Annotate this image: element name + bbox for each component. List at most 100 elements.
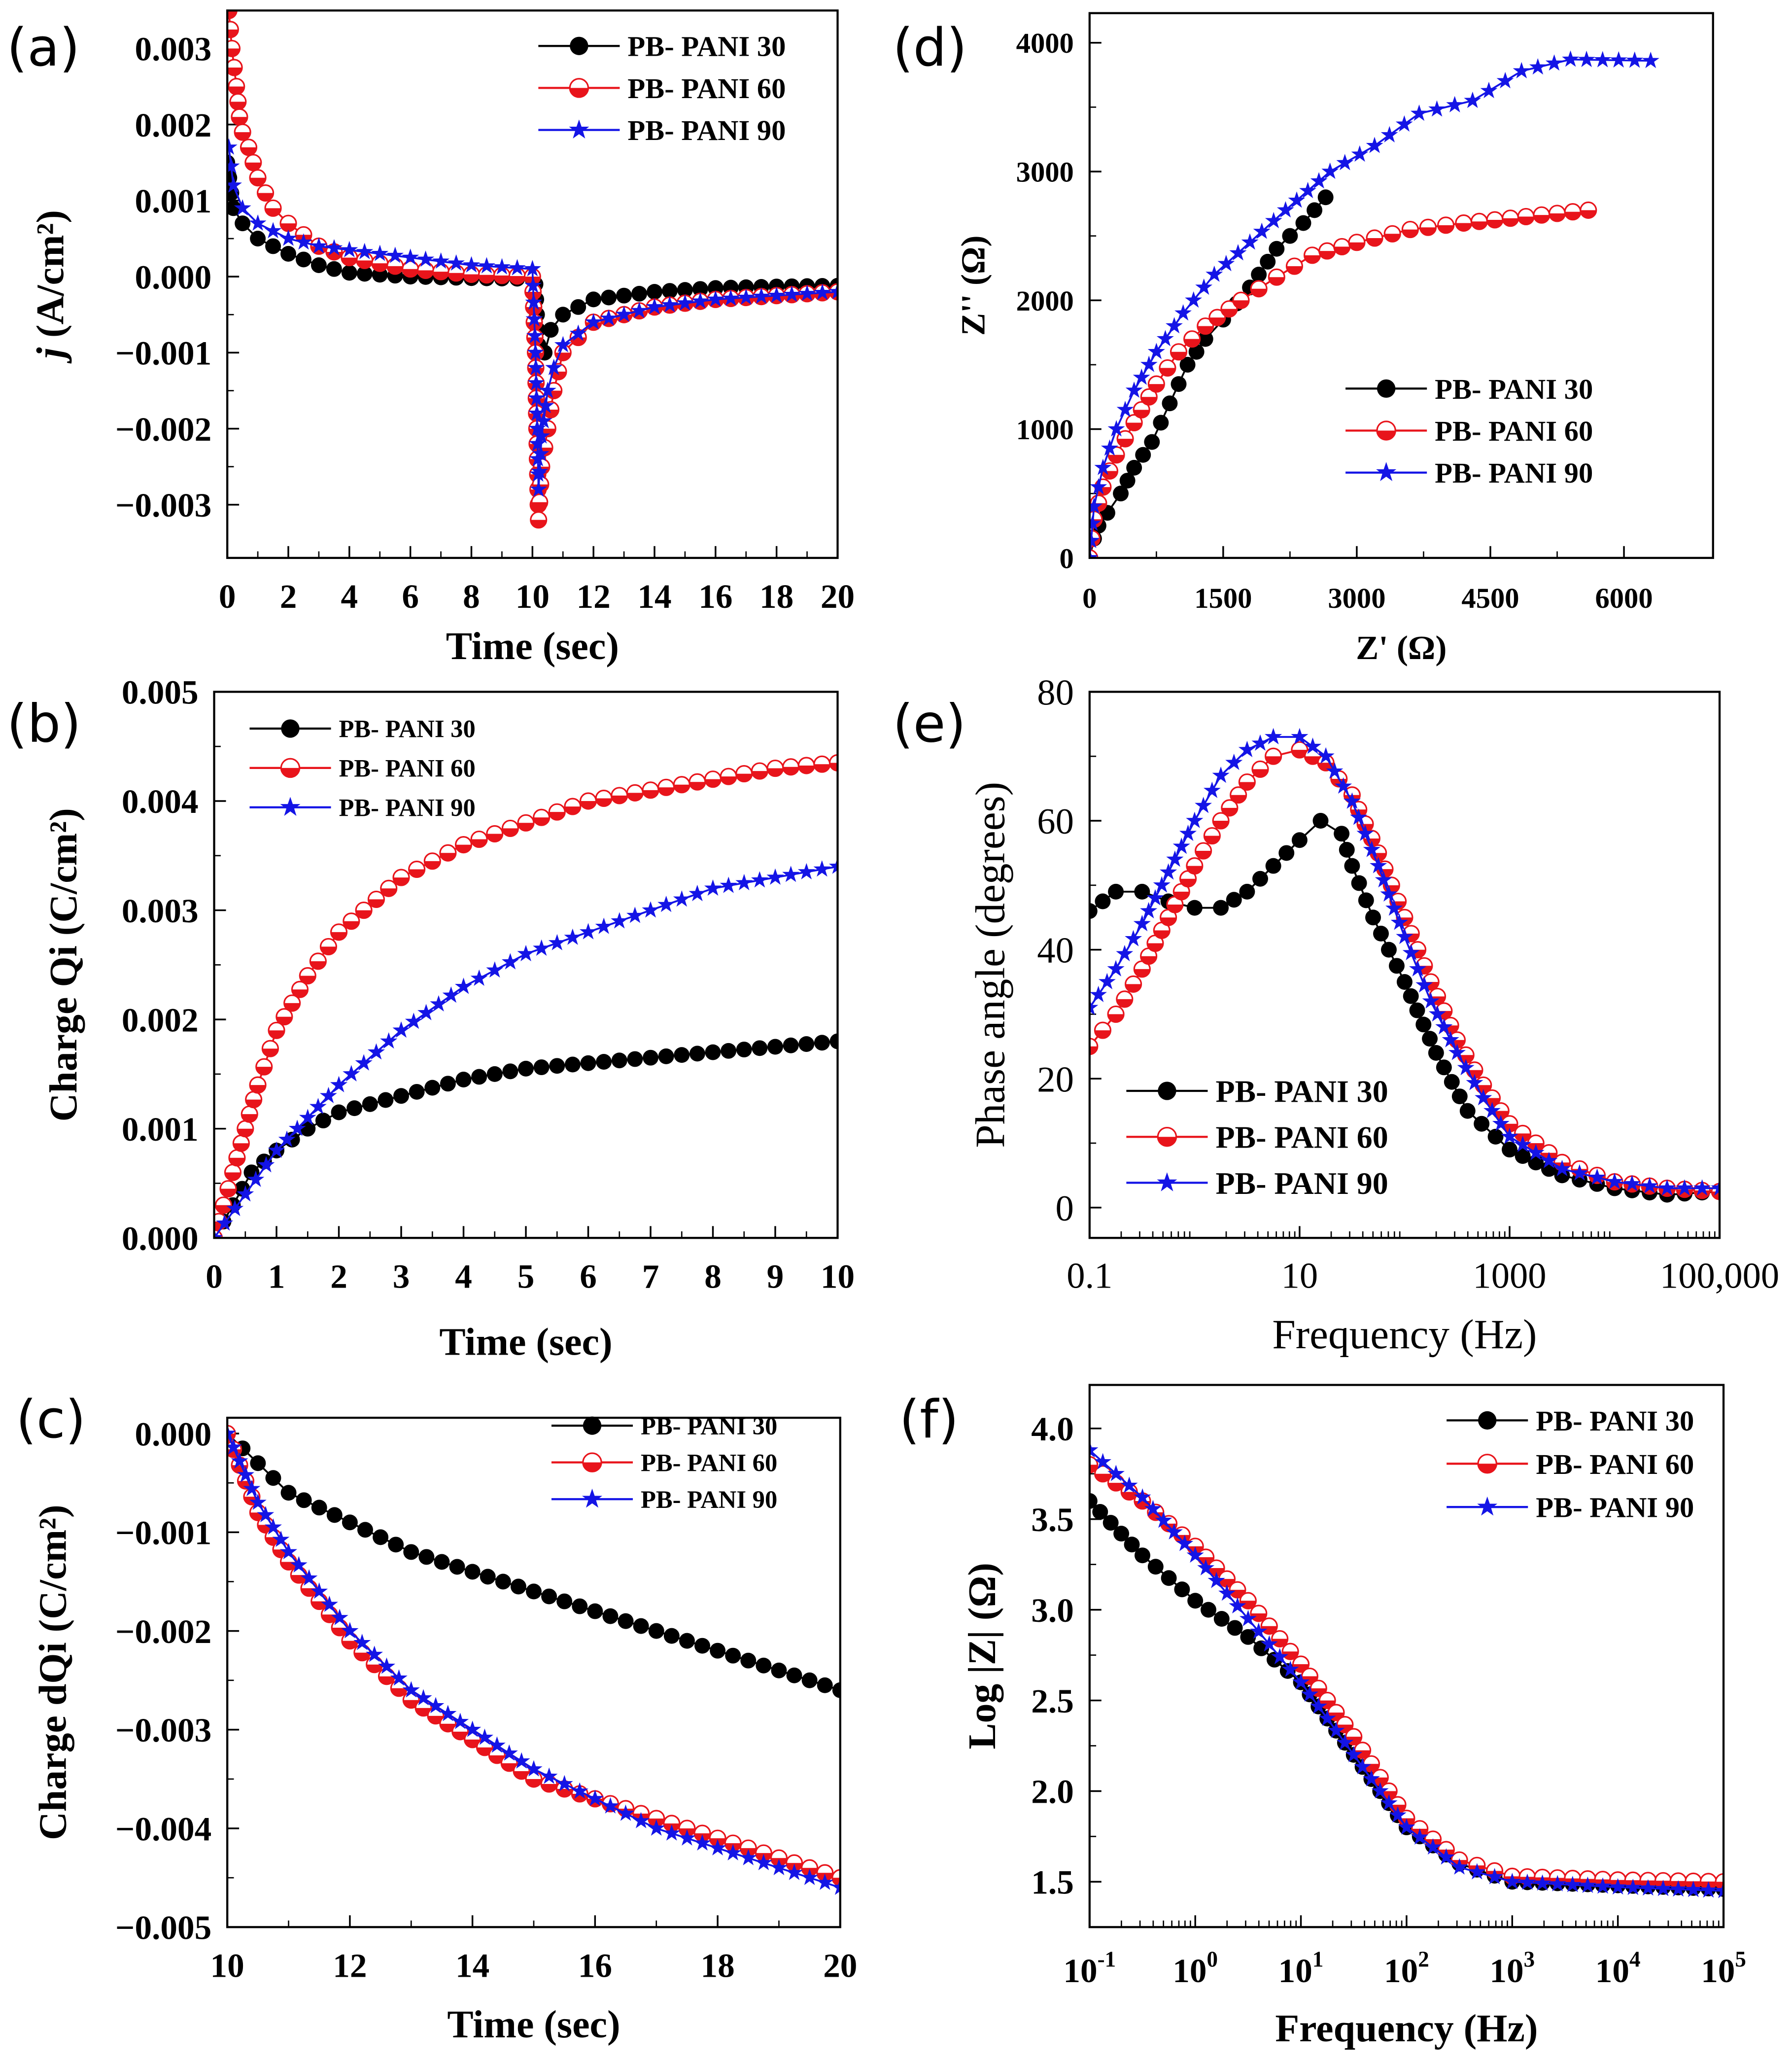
marker-star (1291, 728, 1309, 744)
marker-star (1549, 1875, 1566, 1891)
marker-filled-circle (767, 1039, 783, 1055)
marker-half-fill (341, 257, 357, 266)
marker-star (1155, 1511, 1172, 1528)
marker-half-fill (1134, 410, 1150, 418)
legend-item: PB- PANI 90 (551, 1486, 777, 1513)
marker-star (1310, 172, 1328, 189)
marker-filled-circle (633, 1618, 649, 1634)
marker-star (1281, 1660, 1299, 1677)
marker-star (1545, 54, 1563, 71)
marker-filled-circle (1135, 1547, 1150, 1564)
marker-star (1518, 1873, 1536, 1890)
x-axis-title: Z' (Ω) (1356, 629, 1447, 666)
marker-star (1094, 458, 1112, 475)
marker-half-fill (550, 371, 566, 380)
legend-item: PB- PANI 60 (1447, 1448, 1694, 1480)
marker-star (1218, 1584, 1236, 1601)
plot-frame (1088, 12, 1714, 559)
marker-star (295, 233, 312, 250)
marker-filled-circle (1171, 376, 1187, 392)
marker-half-fill (265, 208, 281, 216)
x-axis-title: Time (sec) (446, 625, 619, 668)
marker-star (648, 1819, 665, 1836)
marker-filled-circle (331, 1104, 347, 1120)
marker-star (353, 1634, 371, 1650)
marker-star (1239, 1609, 1257, 1626)
x-tick-label: 7 (642, 1257, 659, 1295)
legend-label: PB- PANI 30 (641, 1412, 777, 1440)
marker-half-fill (235, 132, 251, 140)
marker-half-fill (541, 1784, 557, 1792)
x-tick-label: 104 (1595, 1947, 1641, 1990)
x-tick-label: 5 (517, 1257, 535, 1295)
marker-half-fill (705, 779, 721, 787)
marker-half-fill (1089, 1046, 1098, 1054)
y-tick-label: 80 (1037, 673, 1074, 713)
marker-filled-circle (647, 283, 662, 300)
y-tick-label: 1000 (1016, 414, 1074, 446)
marker-star (524, 277, 542, 293)
marker-star (1562, 50, 1580, 67)
marker-half-fill (1712, 1191, 1720, 1200)
marker-filled-circle (1200, 1602, 1216, 1618)
marker-half-fill (1533, 215, 1550, 223)
marker-half-fill (1549, 213, 1565, 221)
marker-half-fill (230, 102, 246, 110)
marker-half-fill (1195, 851, 1211, 859)
legend-item: PB- PANI 60 (538, 72, 786, 105)
marker-filled-circle (1295, 215, 1311, 231)
marker-filled-circle (570, 36, 588, 55)
x-tick-label: 0 (206, 1257, 223, 1295)
marker-half-fill (1141, 397, 1157, 405)
marker-star (1402, 943, 1420, 961)
marker-star (1380, 1794, 1398, 1811)
marker-half-fill (471, 839, 487, 847)
marker-star (1185, 291, 1203, 308)
marker-filled-circle (771, 1662, 787, 1678)
marker-star (1486, 1868, 1503, 1885)
marker-star (1658, 1179, 1676, 1196)
legend-item: PB- PANI 30 (551, 1412, 777, 1440)
marker-filled-circle (725, 1647, 741, 1664)
marker-star (366, 1645, 383, 1662)
marker-star (531, 462, 549, 479)
marker-filled-circle (710, 1642, 726, 1659)
marker-filled-circle (1334, 826, 1350, 842)
marker-star (257, 1156, 275, 1173)
marker-filled-circle (829, 1033, 838, 1049)
marker-half-fill (1213, 821, 1229, 829)
marker-filled-circle (1113, 1526, 1130, 1542)
marker-star (1363, 840, 1380, 857)
marker-half-fill (1134, 969, 1150, 977)
marker-star (1197, 1559, 1215, 1575)
marker-star (1626, 51, 1644, 68)
marker-star (1089, 999, 1099, 1015)
marker-star (1477, 1496, 1498, 1516)
marker-half-fill (1095, 1030, 1111, 1039)
marker-star (1336, 1734, 1354, 1750)
marker-star (1179, 824, 1197, 841)
marker-filled-circle (783, 1037, 799, 1053)
marker-filled-circle (1197, 331, 1213, 347)
x-tick-base: 10 (1063, 1952, 1097, 1990)
marker-star (272, 1531, 290, 1547)
y-tick-label: 0.001 (135, 182, 211, 220)
marker-star (535, 412, 552, 428)
marker-filled-circle (663, 1628, 680, 1644)
marker-star (378, 1657, 396, 1674)
marker-star (237, 1466, 255, 1483)
marker-filled-circle (648, 1623, 664, 1639)
marker-star (1380, 126, 1398, 142)
marker-half-fill (440, 853, 456, 861)
marker-filled-circle (736, 1042, 752, 1058)
x-tick-label: 10 (210, 1947, 244, 1985)
marker-half-fill (494, 275, 510, 283)
marker-half-fill (1117, 439, 1134, 447)
marker-star (257, 1506, 275, 1523)
marker-half-fill (798, 765, 815, 773)
marker-star (1533, 1874, 1551, 1891)
marker-half-fill (643, 790, 658, 798)
marker-star (268, 1141, 285, 1158)
series-group (1089, 1441, 1724, 1898)
chart-panel-d: (d) 0 1500 3000 4500 6000 0 1000 2000 3000 4000 Z' … (893, 12, 1714, 666)
